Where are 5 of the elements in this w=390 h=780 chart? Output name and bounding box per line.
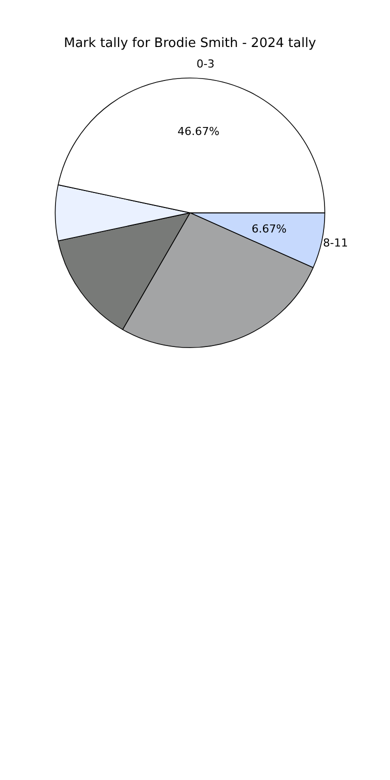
chart-title: Mark tally for Brodie Smith - 2024 tally	[64, 36, 316, 52]
data-label: 46.67%	[177, 125, 220, 138]
slice-label: 8-11	[323, 236, 348, 250]
data-label: 6.67%	[252, 222, 287, 236]
slice-label: 0-3	[196, 58, 215, 71]
